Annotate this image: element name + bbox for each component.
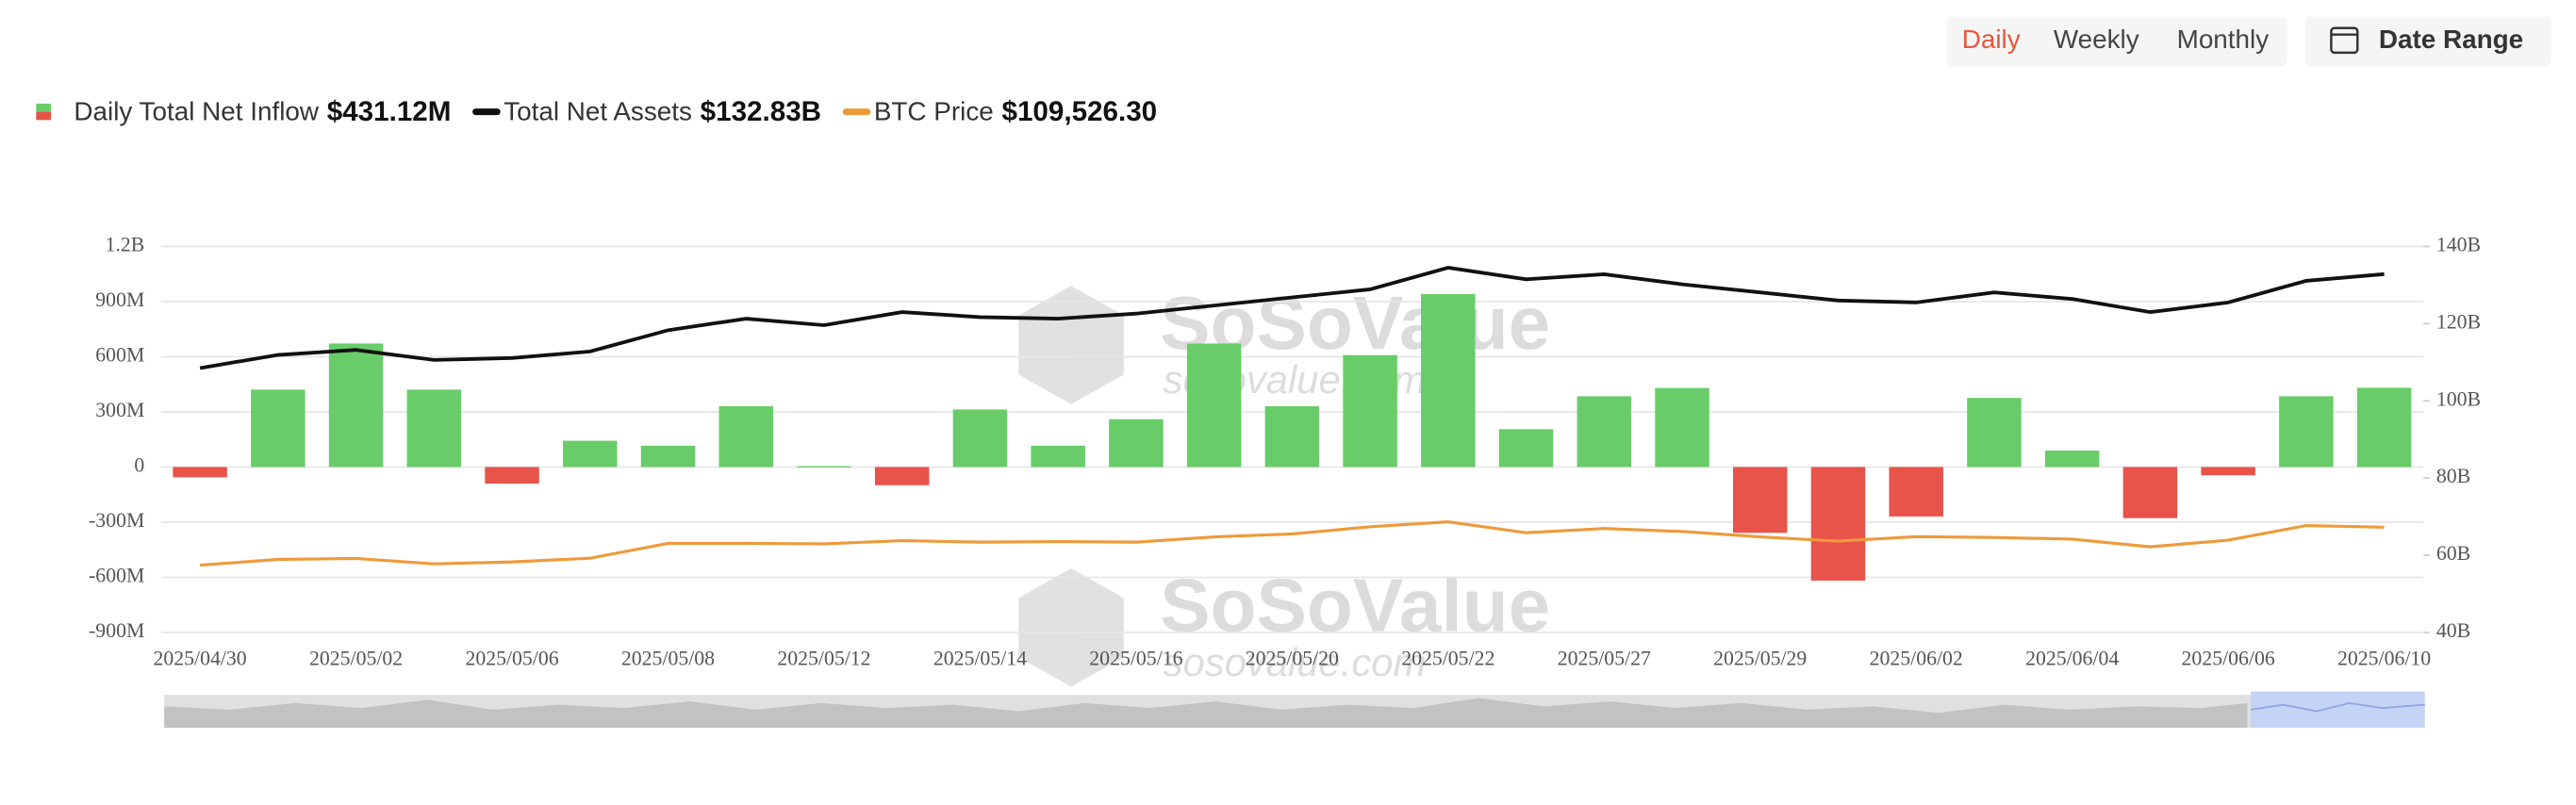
y-tick-label: -900M: [89, 619, 144, 642]
bar: [1109, 419, 1164, 468]
period-tabs: [1946, 16, 2287, 66]
x-tick-label: 2025/06/04: [2025, 648, 2119, 670]
navigator-area: [164, 698, 2248, 728]
period-monthly[interactable]: Monthly: [2177, 25, 2270, 54]
watermark-logo: [1018, 286, 1124, 687]
bar: [1498, 429, 1554, 468]
watermark-url: sosovalue.com: [1164, 640, 1427, 684]
bar: [1421, 293, 1476, 468]
bar: [1655, 387, 1709, 468]
calendar-icon[interactable]: [2330, 26, 2359, 55]
x-tick-label: 2025/05/29: [1713, 648, 1807, 670]
bar: [1264, 405, 1320, 468]
x-tick-label: 2025/06/02: [1870, 648, 1963, 670]
x-tick-label: 2025/05/02: [309, 648, 403, 670]
date-range-bg[interactable]: [2304, 16, 2551, 66]
y-tick-label: -600M: [89, 564, 144, 586]
bar: [1031, 445, 1085, 468]
y-tick-label: 600M: [95, 343, 144, 366]
y2-tick-label: 120B: [2436, 310, 2481, 333]
legend-value: $431.12M: [327, 96, 452, 127]
legend-value: $132.83B: [701, 96, 821, 127]
bar: [251, 389, 305, 468]
x-tick-label: 2025/06/10: [2337, 648, 2431, 670]
bar: [2122, 467, 2178, 518]
x-tick-label: 2025/05/14: [933, 648, 1027, 670]
bar: [1967, 398, 2022, 468]
y-tick-label: 0: [134, 453, 144, 476]
bar: [952, 409, 1008, 468]
bar: [1732, 467, 1788, 534]
legend-value: $109,526.30: [1001, 96, 1157, 127]
bar: [718, 405, 773, 468]
y2-tick-label: 60B: [2436, 542, 2470, 565]
period-daily[interactable]: Daily: [1962, 25, 2021, 54]
y-tick-label: -300M: [89, 509, 144, 532]
y2-tick-label: 80B: [2436, 465, 2470, 487]
bar: [406, 389, 462, 468]
legend-swatch: [36, 111, 52, 121]
x-tick-label: 2025/05/12: [777, 648, 870, 670]
bar: [797, 466, 851, 468]
x-tick-label: 2025/05/27: [1558, 648, 1651, 670]
bar: [874, 467, 930, 485]
date-range-button[interactable]: Date Range: [2304, 16, 2551, 66]
y-tick-label: 900M: [95, 288, 144, 311]
y2-tick-label: 140B: [2436, 233, 2481, 255]
bar: [2279, 396, 2334, 468]
bar: [328, 343, 384, 468]
line: [200, 520, 2385, 567]
bar: [2044, 450, 2100, 468]
bar: [640, 445, 696, 468]
navigator-line: [2250, 701, 2425, 713]
x-tick-label: 2025/05/22: [1401, 648, 1494, 670]
bar: [2201, 467, 2255, 476]
bar: [1186, 343, 1242, 468]
bar: [485, 467, 539, 484]
legend-swatch: [36, 103, 52, 112]
watermark-brand: SoSoValue: [1160, 562, 1550, 647]
bar: [1889, 467, 1943, 517]
legend-name: Total Net Assets: [504, 97, 692, 126]
date-range-label[interactable]: Date Range: [2379, 25, 2523, 54]
x-tick-label: 2025/05/08: [621, 648, 715, 670]
x-tick-label: 2025/04/30: [154, 648, 247, 670]
navigator: [164, 691, 2425, 728]
bar: [1577, 396, 1632, 468]
x-tick-label: 2025/05/16: [1089, 648, 1182, 670]
y2-tick-label: 100B: [2436, 387, 2481, 410]
period-weekly[interactable]: Weekly: [2054, 25, 2139, 54]
legend-name: Daily Total Net Inflow: [74, 97, 319, 126]
x-tick-label: 2025/05/06: [465, 648, 558, 670]
navigator-selection[interactable]: [2251, 691, 2425, 728]
bar: [1810, 467, 1866, 581]
legend-name: BTC Price: [874, 97, 994, 126]
bar: [1343, 354, 1397, 468]
bar: [563, 440, 618, 468]
x-tick-label: 2025/05/20: [1246, 648, 1339, 670]
bar: [2356, 387, 2412, 468]
line: [199, 266, 2385, 370]
x-tick-label: 2025/06/06: [2182, 648, 2275, 670]
bar: [173, 467, 227, 478]
y-tick-label: 300M: [95, 399, 144, 421]
y2-tick-label: 40B: [2436, 619, 2470, 642]
y-tick-label: 1.2B: [106, 233, 145, 255]
